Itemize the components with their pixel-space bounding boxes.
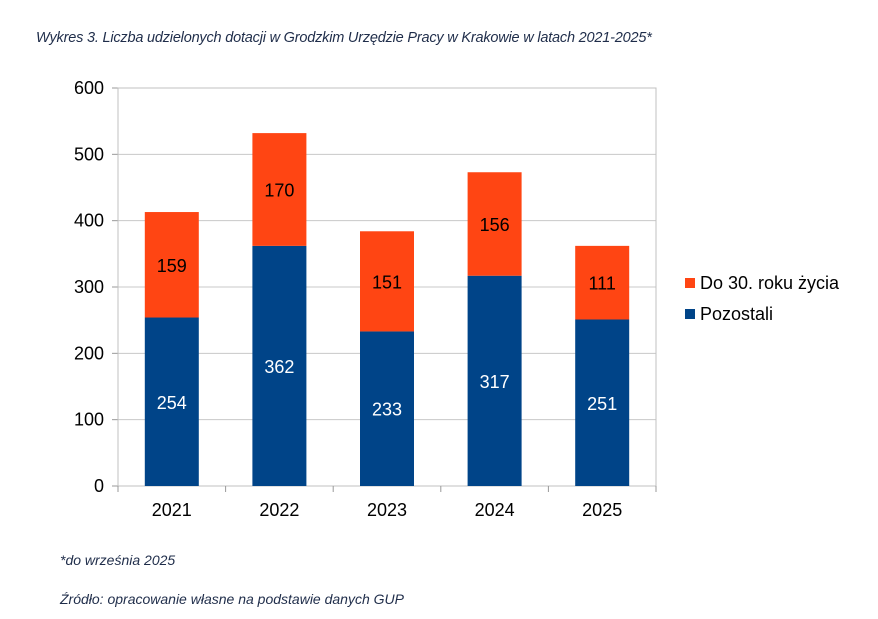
y-tick-label: 100: [74, 410, 104, 430]
bar-others: [467, 275, 522, 486]
chart-title: Wykres 3. Liczba udzielonych dotacji w G…: [36, 30, 652, 46]
footnote: *do września 2025: [60, 552, 176, 568]
y-tick-label: 0: [94, 476, 104, 496]
bar-others: [360, 331, 414, 486]
bar-others: [144, 317, 199, 486]
data-label: 151: [372, 272, 402, 292]
data-label: 251: [587, 394, 617, 414]
data-label: 111: [589, 274, 616, 294]
bar-others: [252, 245, 307, 486]
bar-under30: [360, 231, 414, 332]
y-tick-label: 600: [74, 78, 104, 98]
source-note: Źródło: opracowanie własne na podstawie …: [60, 591, 404, 607]
y-tick-label: 300: [74, 277, 104, 297]
data-label: 362: [264, 357, 294, 377]
x-tick-label: 2023: [367, 500, 407, 520]
legend-label: Do 30. roku życia: [700, 273, 840, 293]
bar-under30: [144, 212, 199, 318]
y-tick-label: 200: [74, 343, 104, 363]
bar-under30: [575, 245, 630, 320]
x-tick-label: 2024: [475, 500, 515, 520]
data-label: 170: [264, 180, 294, 200]
data-label: 159: [157, 256, 187, 276]
x-tick-label: 2025: [582, 500, 622, 520]
legend-swatch: [685, 309, 695, 319]
data-label: 233: [372, 400, 402, 420]
x-tick-label: 2021: [152, 500, 192, 520]
legend-label: Pozostali: [700, 304, 773, 324]
bar-under30: [467, 172, 522, 276]
bar-others: [575, 319, 630, 486]
y-tick-label: 400: [74, 211, 104, 231]
legend-swatch: [685, 278, 695, 288]
x-tick-label: 2022: [259, 500, 299, 520]
data-label: 317: [480, 372, 510, 392]
bar-under30: [252, 133, 307, 246]
data-label: 254: [157, 393, 187, 413]
data-label: 156: [480, 215, 510, 235]
y-tick-label: 500: [74, 144, 104, 164]
